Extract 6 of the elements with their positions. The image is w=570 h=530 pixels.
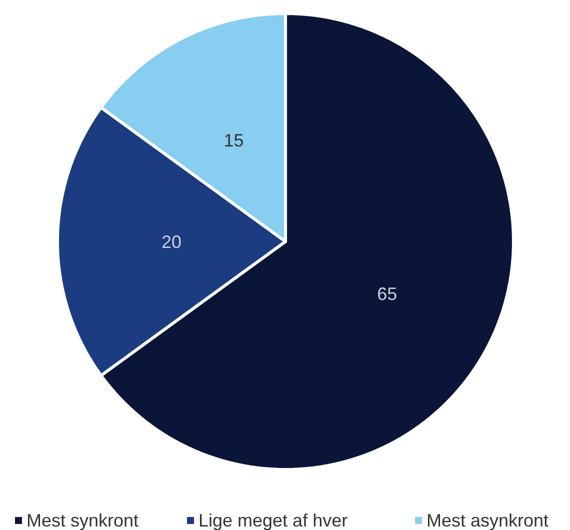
legend-label: Lige meget af hver bbox=[198, 510, 348, 530]
data-label: 20 bbox=[161, 232, 182, 252]
data-label: 15 bbox=[224, 130, 244, 150]
legend-label: Mest asynkront bbox=[426, 510, 549, 530]
legend-label: Mest synkront bbox=[26, 510, 139, 530]
data-label: 65 bbox=[377, 284, 398, 304]
